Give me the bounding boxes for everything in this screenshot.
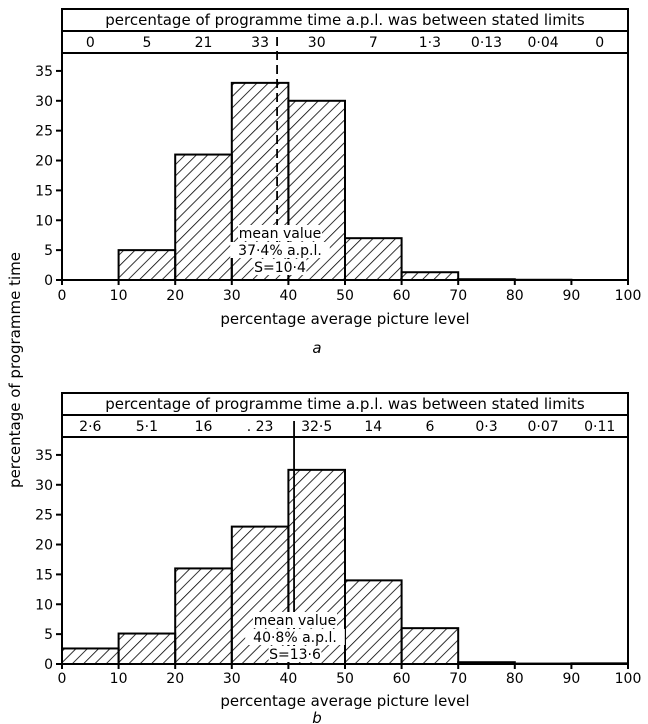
header-title: percentage of programme time a.p.l. was … (105, 395, 585, 413)
panel-label: a (312, 339, 321, 357)
header-value: 0·13 (471, 35, 502, 51)
x-tick-label: 50 (336, 288, 354, 304)
histogram-bar (174, 567, 233, 666)
x-tick-label: 90 (562, 671, 580, 687)
header-value: 0 (86, 35, 95, 51)
x-tick-label: 60 (393, 288, 411, 304)
x-tick-label: 20 (166, 288, 184, 304)
histogram-bar (570, 662, 630, 666)
annotation-backing (253, 259, 307, 275)
panel-a: percentage of programme time a.p.l. was … (35, 8, 642, 357)
header-value: 33 (251, 35, 269, 51)
histogram-bar (400, 627, 460, 666)
histogram-bar (344, 237, 403, 281)
y-tick-label: 5 (44, 627, 53, 643)
x-tick-label: 0 (58, 288, 67, 304)
annotation-backing (268, 646, 322, 662)
y-tick-label: 0 (44, 273, 53, 289)
header-value: 32·5 (301, 419, 332, 435)
header-value: 21 (195, 35, 213, 51)
y-tick-label: 15 (35, 183, 53, 199)
annotation-backing (245, 629, 345, 645)
x-tick-label: 30 (223, 288, 241, 304)
annotation-backing (230, 242, 330, 258)
y-tick-label: 25 (35, 124, 53, 140)
y-tick-label: 20 (35, 538, 53, 554)
x-tick-label: 50 (336, 671, 354, 687)
header-value: 0 (595, 35, 604, 51)
y-tick-label: 10 (35, 213, 53, 229)
header-value: 16 (195, 419, 213, 435)
panel-label: b (312, 709, 322, 724)
x-axis-label: percentage average picture level (220, 692, 469, 710)
header-title: percentage of programme time a.p.l. was … (105, 11, 585, 29)
header-value: 0·3 (475, 419, 497, 435)
annotation-text: 40·8% a.p.l. (253, 630, 337, 646)
x-tick-label: 10 (110, 288, 128, 304)
shared-y-axis-label: percentage of programme time (6, 252, 24, 488)
x-tick-label: 80 (506, 671, 524, 687)
x-tick-label: 10 (110, 671, 128, 687)
annotation-text: mean value (254, 613, 336, 629)
histogram-bar (344, 579, 403, 665)
y-tick-label: 35 (35, 448, 53, 464)
header-value: . 23 (247, 419, 274, 435)
header-value: 0·04 (528, 35, 559, 51)
y-tick-label: 5 (44, 243, 53, 259)
y-tick-label: 10 (35, 597, 53, 613)
x-tick-label: 70 (449, 671, 467, 687)
header-value: 5·1 (136, 419, 158, 435)
header-value: 14 (364, 419, 382, 435)
header-value: 2·6 (79, 419, 101, 435)
annotation-text: 37·4% a.p.l. (238, 243, 322, 259)
annotation-text: S=10·4 (254, 260, 306, 276)
histogram-bar (400, 271, 460, 282)
header-value: 0·07 (528, 419, 559, 435)
histogram-bar (117, 249, 177, 281)
annotation-text: mean value (239, 226, 321, 242)
header-value: 30 (308, 35, 326, 51)
x-tick-label: 80 (506, 288, 524, 304)
x-tick-label: 70 (449, 288, 467, 304)
histogram-bar (61, 647, 120, 666)
x-tick-label: 40 (279, 288, 297, 304)
header-value: 5 (142, 35, 151, 51)
panel-b: percentage of programme time a.p.l. was … (35, 392, 642, 724)
x-tick-label: 60 (393, 671, 411, 687)
header-value: 7 (369, 35, 378, 51)
x-tick-label: 100 (615, 288, 642, 304)
histogram-bar (174, 153, 233, 281)
annotation-text: S=13·6 (269, 647, 321, 663)
y-tick-label: 0 (44, 657, 53, 673)
x-axis-label: percentage average picture level (220, 310, 469, 328)
y-tick-label: 30 (35, 478, 53, 494)
header-value: 0·11 (584, 419, 615, 435)
x-tick-label: 40 (279, 671, 297, 687)
x-tick-label: 20 (166, 671, 184, 687)
y-tick-label: 20 (35, 154, 53, 170)
y-tick-label: 30 (35, 94, 53, 110)
histogram-bar (457, 278, 516, 281)
y-tick-label: 35 (35, 64, 53, 80)
header-value: 1·3 (419, 35, 441, 51)
annotation-backing (253, 612, 337, 628)
x-tick-label: 0 (58, 671, 67, 687)
header-value: 6 (425, 419, 434, 435)
histogram-bar (457, 661, 516, 665)
y-tick-label: 25 (35, 508, 53, 524)
x-tick-label: 30 (223, 671, 241, 687)
x-tick-label: 100 (615, 671, 642, 687)
histogram-bar (117, 632, 177, 666)
x-tick-label: 90 (562, 288, 580, 304)
annotation-backing (238, 225, 322, 241)
y-tick-label: 15 (35, 567, 53, 583)
